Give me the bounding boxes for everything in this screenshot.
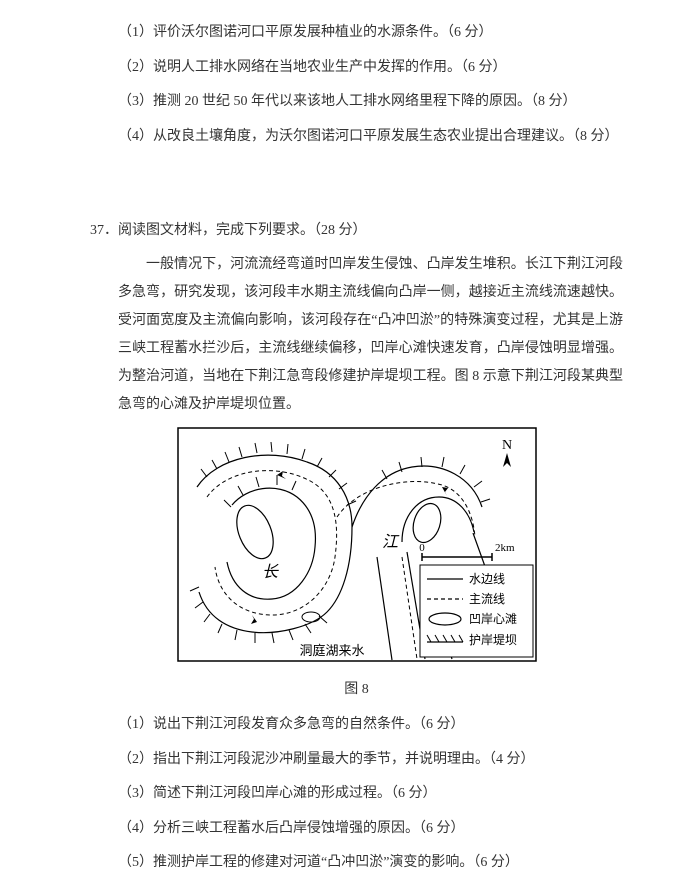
svg-text:N: N: [501, 438, 511, 453]
section-spacer: [90, 158, 623, 218]
figure-8-svg: N: [177, 427, 537, 662]
q36-item-1: （1）评价沃尔图诺河口平原发展种植业的水源条件。（6 分）: [118, 20, 623, 47]
q37-header: 37．阅读图文材料，完成下列要求。（28 分）: [90, 218, 623, 245]
q36-item-2: （2）说明人工排水网络在当地农业生产中发挥的作用。（6 分）: [118, 55, 623, 82]
q37-item-5: （5）推测护岸工程的修建对河道“凸冲凹淤”演变的影响。（6 分）: [118, 850, 623, 877]
q37-item-1: （1）说出下荆江河段发育众多急弯的自然条件。（6 分）: [118, 712, 623, 739]
svg-text:水边线: 水边线: [469, 572, 505, 586]
svg-text:护岸堤坝: 护岸堤坝: [469, 633, 517, 647]
svg-text:主流线: 主流线: [469, 592, 505, 606]
svg-text:江: 江: [382, 533, 400, 551]
svg-text:0: 0: [419, 542, 425, 554]
q37-item-4: （4）分析三峡工程蓄水后凸岸侵蚀增强的原因。（6 分）: [118, 816, 623, 843]
figure-8-caption: 图 8: [90, 677, 623, 704]
q37-passage: 一般情况下，河流流经弯道时凹岸发生侵蚀、凸岸发生堆积。长江下荆江河段多急弯，研究…: [118, 251, 623, 419]
svg-text:2km: 2km: [495, 542, 515, 554]
svg-text:凹岸心滩: 凹岸心滩: [469, 612, 517, 626]
q36-subquestions: （1）评价沃尔图诺河口平原发展种植业的水源条件。（6 分） （2）说明人工排水网…: [90, 20, 623, 150]
q36-item-3: （3）推测 20 世纪 50 年代以来该地人工排水网络里程下降的原因。（8 分）: [118, 89, 623, 116]
q37-passage-block: 一般情况下，河流流经弯道时凹岸发生侵蚀、凸岸发生堆积。长江下荆江河段多急弯，研究…: [90, 251, 623, 419]
q37-subquestions: （1）说出下荆江河段发育众多急弯的自然条件。（6 分） （2）指出下荆江河段泥沙…: [90, 712, 623, 877]
q37-item-2: （2）指出下荆江河段泥沙冲刷量最大的季节，并说明理由。（4 分）: [118, 747, 623, 774]
q37-item-3: （3）简述下荆江河段凹岸心滩的形成过程。（6 分）: [118, 781, 623, 808]
svg-text:长: 长: [262, 563, 279, 581]
figure-8-container: N: [90, 427, 623, 673]
q36-item-4: （4）从改良土壤角度，为沃尔图诺河口平原发展生态农业提出合理建议。（8 分）: [118, 124, 623, 151]
svg-text:洞庭湖来水: 洞庭湖来水: [299, 643, 364, 658]
